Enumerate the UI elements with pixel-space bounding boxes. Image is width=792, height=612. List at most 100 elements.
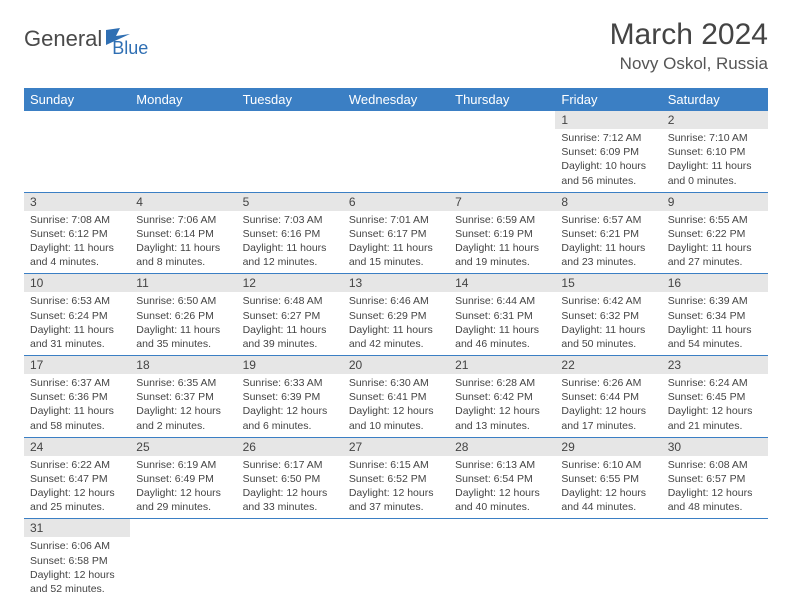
calendar-cell [237, 519, 343, 600]
day-number: 8 [555, 193, 661, 211]
calendar-cell: 21Sunrise: 6:28 AMSunset: 6:42 PMDayligh… [449, 356, 555, 438]
calendar-row: 17Sunrise: 6:37 AMSunset: 6:36 PMDayligh… [24, 356, 768, 438]
calendar-cell: 27Sunrise: 6:15 AMSunset: 6:52 PMDayligh… [343, 437, 449, 519]
calendar-cell [130, 519, 236, 600]
day-number: 19 [237, 356, 343, 374]
calendar-cell: 9Sunrise: 6:55 AMSunset: 6:22 PMDaylight… [662, 192, 768, 274]
calendar-cell: 1Sunrise: 7:12 AMSunset: 6:09 PMDaylight… [555, 111, 661, 192]
day-number: 26 [237, 438, 343, 456]
day-number: 31 [24, 519, 130, 537]
calendar-cell: 14Sunrise: 6:44 AMSunset: 6:31 PMDayligh… [449, 274, 555, 356]
calendar-table: SundayMondayTuesdayWednesdayThursdayFrid… [24, 88, 768, 600]
day-body: Sunrise: 6:24 AMSunset: 6:45 PMDaylight:… [662, 374, 768, 437]
calendar-cell: 13Sunrise: 6:46 AMSunset: 6:29 PMDayligh… [343, 274, 449, 356]
weekday-header: Friday [555, 88, 661, 111]
calendar-cell: 16Sunrise: 6:39 AMSunset: 6:34 PMDayligh… [662, 274, 768, 356]
day-number: 6 [343, 193, 449, 211]
title-block: March 2024 Novy Oskol, Russia [610, 18, 768, 74]
day-body: Sunrise: 6:28 AMSunset: 6:42 PMDaylight:… [449, 374, 555, 437]
logo-text-1: General [24, 26, 102, 52]
day-body: Sunrise: 6:59 AMSunset: 6:19 PMDaylight:… [449, 211, 555, 274]
weekday-header: Thursday [449, 88, 555, 111]
calendar-cell: 23Sunrise: 6:24 AMSunset: 6:45 PMDayligh… [662, 356, 768, 438]
day-body: Sunrise: 7:08 AMSunset: 6:12 PMDaylight:… [24, 211, 130, 274]
day-number: 20 [343, 356, 449, 374]
day-body: Sunrise: 6:10 AMSunset: 6:55 PMDaylight:… [555, 456, 661, 519]
day-body: Sunrise: 6:06 AMSunset: 6:58 PMDaylight:… [24, 537, 130, 600]
calendar-cell: 17Sunrise: 6:37 AMSunset: 6:36 PMDayligh… [24, 356, 130, 438]
calendar-cell [343, 111, 449, 192]
day-body: Sunrise: 6:42 AMSunset: 6:32 PMDaylight:… [555, 292, 661, 355]
calendar-cell [343, 519, 449, 600]
calendar-cell: 3Sunrise: 7:08 AMSunset: 6:12 PMDaylight… [24, 192, 130, 274]
day-body: Sunrise: 6:35 AMSunset: 6:37 PMDaylight:… [130, 374, 236, 437]
calendar-cell [449, 111, 555, 192]
day-body: Sunrise: 6:33 AMSunset: 6:39 PMDaylight:… [237, 374, 343, 437]
day-number: 29 [555, 438, 661, 456]
calendar-cell: 19Sunrise: 6:33 AMSunset: 6:39 PMDayligh… [237, 356, 343, 438]
calendar-cell: 8Sunrise: 6:57 AMSunset: 6:21 PMDaylight… [555, 192, 661, 274]
calendar-cell: 31Sunrise: 6:06 AMSunset: 6:58 PMDayligh… [24, 519, 130, 600]
day-body: Sunrise: 7:12 AMSunset: 6:09 PMDaylight:… [555, 129, 661, 192]
day-body: Sunrise: 6:55 AMSunset: 6:22 PMDaylight:… [662, 211, 768, 274]
calendar-cell [449, 519, 555, 600]
calendar-cell: 20Sunrise: 6:30 AMSunset: 6:41 PMDayligh… [343, 356, 449, 438]
calendar-cell: 29Sunrise: 6:10 AMSunset: 6:55 PMDayligh… [555, 437, 661, 519]
calendar-cell [130, 111, 236, 192]
day-number: 16 [662, 274, 768, 292]
calendar-cell: 24Sunrise: 6:22 AMSunset: 6:47 PMDayligh… [24, 437, 130, 519]
location: Novy Oskol, Russia [610, 54, 768, 74]
day-body: Sunrise: 6:17 AMSunset: 6:50 PMDaylight:… [237, 456, 343, 519]
calendar-cell [662, 519, 768, 600]
day-body: Sunrise: 6:15 AMSunset: 6:52 PMDaylight:… [343, 456, 449, 519]
calendar-cell: 25Sunrise: 6:19 AMSunset: 6:49 PMDayligh… [130, 437, 236, 519]
day-body: Sunrise: 6:13 AMSunset: 6:54 PMDaylight:… [449, 456, 555, 519]
header: General Blue March 2024 Novy Oskol, Russ… [24, 18, 768, 74]
calendar-cell: 6Sunrise: 7:01 AMSunset: 6:17 PMDaylight… [343, 192, 449, 274]
calendar-cell [24, 111, 130, 192]
day-number: 27 [343, 438, 449, 456]
calendar-row: 24Sunrise: 6:22 AMSunset: 6:47 PMDayligh… [24, 437, 768, 519]
logo: General Blue [24, 18, 148, 59]
day-number: 7 [449, 193, 555, 211]
day-number: 22 [555, 356, 661, 374]
weekday-header: Saturday [662, 88, 768, 111]
day-body: Sunrise: 6:39 AMSunset: 6:34 PMDaylight:… [662, 292, 768, 355]
day-body: Sunrise: 6:22 AMSunset: 6:47 PMDaylight:… [24, 456, 130, 519]
weekday-header: Sunday [24, 88, 130, 111]
day-number: 23 [662, 356, 768, 374]
day-body: Sunrise: 6:30 AMSunset: 6:41 PMDaylight:… [343, 374, 449, 437]
day-body: Sunrise: 6:50 AMSunset: 6:26 PMDaylight:… [130, 292, 236, 355]
weekday-header: Monday [130, 88, 236, 111]
day-number: 28 [449, 438, 555, 456]
calendar-row: 3Sunrise: 7:08 AMSunset: 6:12 PMDaylight… [24, 192, 768, 274]
day-body: Sunrise: 7:01 AMSunset: 6:17 PMDaylight:… [343, 211, 449, 274]
day-number: 9 [662, 193, 768, 211]
day-number: 18 [130, 356, 236, 374]
day-body: Sunrise: 6:08 AMSunset: 6:57 PMDaylight:… [662, 456, 768, 519]
calendar-cell: 5Sunrise: 7:03 AMSunset: 6:16 PMDaylight… [237, 192, 343, 274]
calendar-cell: 4Sunrise: 7:06 AMSunset: 6:14 PMDaylight… [130, 192, 236, 274]
calendar-cell: 7Sunrise: 6:59 AMSunset: 6:19 PMDaylight… [449, 192, 555, 274]
day-body: Sunrise: 6:48 AMSunset: 6:27 PMDaylight:… [237, 292, 343, 355]
day-body: Sunrise: 7:06 AMSunset: 6:14 PMDaylight:… [130, 211, 236, 274]
day-body: Sunrise: 6:44 AMSunset: 6:31 PMDaylight:… [449, 292, 555, 355]
day-number: 11 [130, 274, 236, 292]
calendar-cell [555, 519, 661, 600]
day-number: 2 [662, 111, 768, 129]
calendar-cell: 2Sunrise: 7:10 AMSunset: 6:10 PMDaylight… [662, 111, 768, 192]
day-number: 3 [24, 193, 130, 211]
day-number: 30 [662, 438, 768, 456]
calendar-row: 31Sunrise: 6:06 AMSunset: 6:58 PMDayligh… [24, 519, 768, 600]
month-title: March 2024 [610, 18, 768, 52]
day-number: 5 [237, 193, 343, 211]
day-number: 10 [24, 274, 130, 292]
day-number: 15 [555, 274, 661, 292]
calendar-row: 10Sunrise: 6:53 AMSunset: 6:24 PMDayligh… [24, 274, 768, 356]
day-body: Sunrise: 6:57 AMSunset: 6:21 PMDaylight:… [555, 211, 661, 274]
calendar-cell: 15Sunrise: 6:42 AMSunset: 6:32 PMDayligh… [555, 274, 661, 356]
day-number: 4 [130, 193, 236, 211]
day-body: Sunrise: 6:19 AMSunset: 6:49 PMDaylight:… [130, 456, 236, 519]
day-body: Sunrise: 6:53 AMSunset: 6:24 PMDaylight:… [24, 292, 130, 355]
calendar-cell: 28Sunrise: 6:13 AMSunset: 6:54 PMDayligh… [449, 437, 555, 519]
